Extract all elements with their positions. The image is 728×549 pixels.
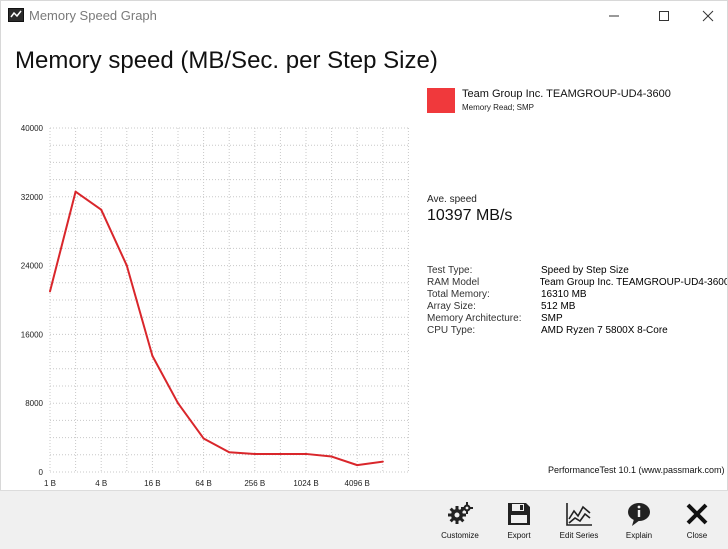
title-bar: Memory Speed Graph xyxy=(0,0,728,30)
info-value: Speed by Step Size xyxy=(541,265,629,276)
info-key: Array Size: xyxy=(427,301,476,312)
legend-series-name: Team Group Inc. TEAMGROUP-UD4-3600 xyxy=(462,88,671,100)
minimize-button[interactable] xyxy=(591,1,637,31)
data-point xyxy=(49,290,51,293)
explain-label: Explain xyxy=(625,531,653,540)
info-row-ram-model: RAM Model Team Group Inc. TEAMGROUP-UD4-… xyxy=(427,277,727,289)
minimize-icon xyxy=(609,15,619,17)
info-key: Memory Architecture: xyxy=(427,313,522,324)
data-point xyxy=(330,455,333,458)
y-tick-label: 0 xyxy=(39,468,44,477)
y-tick-label: 24000 xyxy=(21,262,44,271)
info-row-test-type: Test Type: Speed by Step Size xyxy=(427,265,727,277)
data-point xyxy=(253,452,256,455)
close-icon xyxy=(702,10,714,22)
x-tick-label: 16 B xyxy=(144,479,160,488)
x-tick-label: 4096 B xyxy=(345,479,370,488)
graph-panel: Memory speed (MB/Sec. per Step Size) 0 80… xyxy=(0,30,728,490)
average-speed-label: Ave. speed xyxy=(427,194,477,205)
info-key: Total Memory: xyxy=(427,289,490,300)
line-chart-icon xyxy=(565,500,593,528)
y-tick-label: 16000 xyxy=(21,330,44,339)
legend-swatch xyxy=(427,88,455,113)
explain-button[interactable]: Explain xyxy=(610,491,668,549)
info-value: Team Group Inc. TEAMGROUP-UD4-3600 xyxy=(539,277,727,288)
x-tick-label: 1 B xyxy=(44,479,56,488)
legend-series-subtitle: Memory Read; SMP xyxy=(462,103,535,112)
average-speed-value: 10397 MB/s xyxy=(427,207,513,224)
data-point xyxy=(381,460,384,463)
y-tick-label: 40000 xyxy=(21,124,44,133)
data-point xyxy=(74,190,77,193)
info-row-memory-architecture: Memory Architecture: SMP xyxy=(427,313,727,325)
edit-series-button[interactable]: Edit Series xyxy=(550,491,608,549)
data-point xyxy=(202,437,205,440)
chart-title: Memory speed (MB/Sec. per Step Size) xyxy=(15,47,438,74)
data-point xyxy=(100,208,103,211)
memory-speed-chart: 0 8000 16000 24000 32000 40000 1 B 4 B 16 B 64 B 2… xyxy=(21,124,409,488)
speech-bubble-info-icon xyxy=(625,500,653,528)
info-value: 512 MB xyxy=(541,301,576,312)
x-tick-label: 4 B xyxy=(95,479,107,488)
x-tick-label: 1024 B xyxy=(293,479,318,488)
maximize-icon xyxy=(659,11,669,21)
export-button[interactable]: Export xyxy=(490,491,548,549)
data-point xyxy=(279,452,282,455)
test-info-table: Test Type: Speed by Step Size RAM Model … xyxy=(427,265,727,337)
credit-text: PerformanceTest 10.1 (www.passmark.com) xyxy=(548,465,725,475)
bottom-toolbar: Customize Export Edit Series xyxy=(0,490,728,549)
data-point xyxy=(125,264,128,267)
data-point xyxy=(151,354,154,357)
x-tick-label: 64 B xyxy=(195,479,211,488)
y-tick-label: 8000 xyxy=(25,399,43,408)
x-tick-label: 256 B xyxy=(244,479,265,488)
info-row-total-memory: Total Memory: 16310 MB xyxy=(427,289,727,301)
data-point xyxy=(305,452,307,455)
customize-label: Customize xyxy=(441,531,479,540)
export-label: Export xyxy=(507,531,531,540)
close-button[interactable]: Close xyxy=(668,491,726,549)
info-key: RAM Model xyxy=(427,277,480,288)
info-key: Test Type: xyxy=(427,265,473,276)
info-row-cpu-type: CPU Type: AMD Ryzen 7 5800X 8-Core xyxy=(427,325,727,337)
data-point xyxy=(228,451,231,454)
close-label: Close xyxy=(686,531,708,540)
info-row-array-size: Array Size: 512 MB xyxy=(427,301,727,313)
data-point xyxy=(177,402,179,405)
data-point xyxy=(356,464,359,467)
info-value: SMP xyxy=(541,313,563,324)
gears-icon xyxy=(446,500,474,528)
app-icon xyxy=(8,8,24,22)
customize-button[interactable]: Customize xyxy=(431,491,489,549)
info-key: CPU Type: xyxy=(427,325,476,336)
series-line xyxy=(49,190,383,467)
close-x-icon xyxy=(683,500,711,528)
window-title: Memory Speed Graph xyxy=(29,8,157,23)
save-disk-icon xyxy=(505,500,533,528)
info-value: 16310 MB xyxy=(541,289,587,300)
y-tick-label: 32000 xyxy=(21,193,44,202)
maximize-button[interactable] xyxy=(641,1,687,31)
info-value: AMD Ryzen 7 5800X 8-Core xyxy=(541,325,668,336)
window-close-button[interactable] xyxy=(685,1,728,31)
edit-series-label: Edit Series xyxy=(559,531,599,540)
